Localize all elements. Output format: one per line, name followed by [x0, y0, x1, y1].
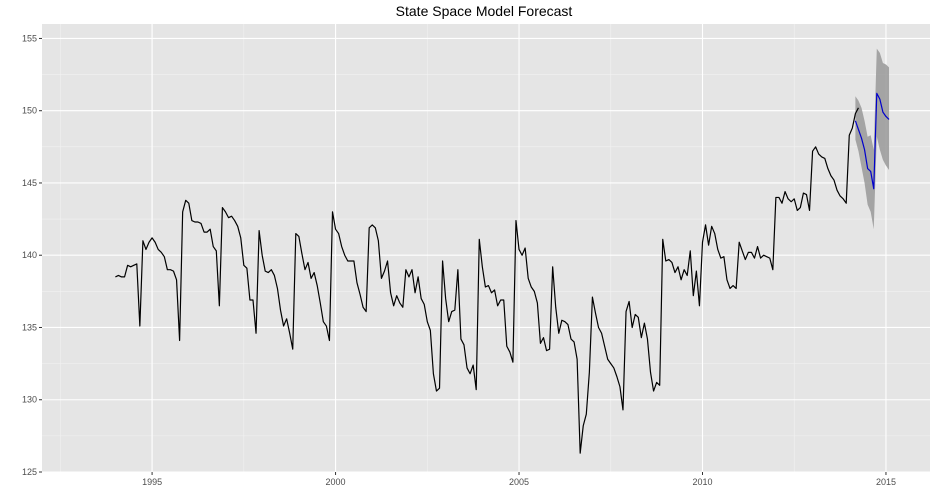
observed-line [115, 107, 859, 454]
y-tick-label: 140 [22, 250, 37, 260]
y-tick-label: 125 [22, 467, 37, 477]
plot-panel [42, 24, 930, 472]
y-tick-label: 135 [22, 322, 37, 332]
x-tick-label: 2000 [326, 477, 346, 487]
x-tick-label: 1995 [142, 477, 162, 487]
y-tick-label: 145 [22, 178, 37, 188]
forecast-interval-band [855, 48, 890, 230]
grid-lines [42, 24, 930, 473]
x-axis: 1995 2000 2005 2010 2015 [142, 472, 896, 487]
x-tick-label: 2005 [509, 477, 529, 487]
x-tick-label: 2015 [876, 477, 896, 487]
y-axis: 125 130 135 140 145 150 155 [22, 33, 42, 477]
forecast-interval [855, 48, 890, 230]
y-tick-label: 150 [22, 106, 37, 116]
forecast-line [854, 92, 890, 190]
chart-title: State Space Model Forecast [396, 3, 573, 19]
x-tick-label: 2010 [692, 477, 712, 487]
series-lines [115, 92, 890, 454]
y-tick-label: 130 [22, 395, 37, 405]
y-tick-label: 155 [22, 33, 37, 43]
